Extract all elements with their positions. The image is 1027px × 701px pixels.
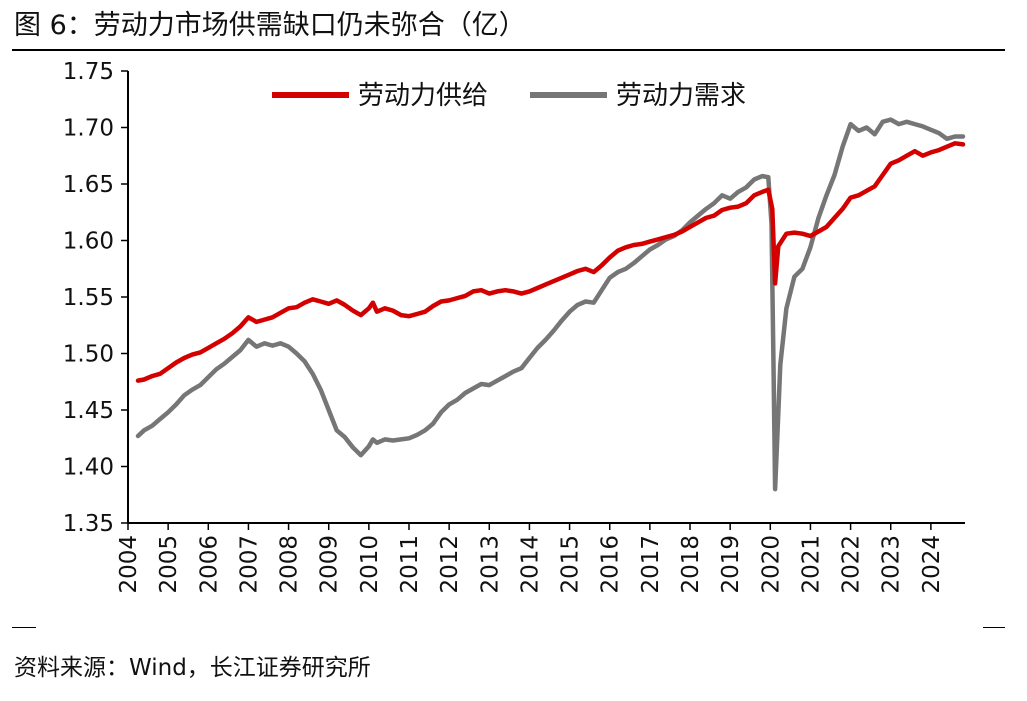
legend-label-supply: 劳动力供给 — [358, 81, 488, 111]
y-tick-label: 1.70 — [63, 116, 114, 142]
bottom-rule-right — [983, 627, 1005, 628]
x-tick-label: 2023 — [879, 535, 905, 594]
x-tick-label: 2024 — [919, 535, 945, 594]
chart-axes — [127, 71, 965, 524]
x-tick-label: 2018 — [678, 535, 704, 594]
x-tick-label: 2008 — [277, 535, 303, 594]
x-tick-label: 2012 — [437, 535, 463, 594]
x-tick-label: 2017 — [638, 535, 664, 594]
legend-label-demand: 劳动力需求 — [616, 81, 746, 111]
x-tick-label: 2020 — [758, 535, 784, 594]
y-tick-label: 1.50 — [63, 342, 114, 368]
x-tick-label: 2014 — [517, 535, 543, 594]
y-tick-label: 1.35 — [63, 511, 114, 537]
title-rule — [12, 49, 1005, 51]
x-tick-label: 2006 — [196, 535, 222, 594]
x-tick-label: 2019 — [718, 535, 744, 594]
bottom-rule-left — [12, 627, 36, 628]
chart-legend: 劳动力供给 劳动力需求 — [272, 81, 746, 111]
x-tick-label: 2013 — [477, 535, 503, 594]
y-tick-label: 1.65 — [63, 172, 114, 198]
x-tick-label: 2011 — [397, 535, 423, 594]
series-line-demand — [135, 117, 966, 492]
y-tick-label: 1.55 — [63, 285, 114, 311]
source-note: 资料来源：Wind，长江证券研究所 — [14, 655, 371, 681]
x-tick-label: 2007 — [236, 535, 262, 594]
x-tick-label: 2022 — [839, 535, 865, 594]
series-line-supply — [135, 141, 966, 383]
x-tick-label: 2021 — [798, 535, 824, 594]
y-tick-label: 1.45 — [63, 398, 114, 424]
y-tick-label: 1.75 — [63, 59, 114, 85]
chart-series — [135, 117, 966, 492]
x-tick-label: 2004 — [116, 535, 142, 594]
x-tick-label: 2015 — [558, 535, 584, 594]
x-axis-ticks: 2004 2005 2006 2007 2008 2009 2010 2011 2012 2013… — [116, 523, 945, 594]
x-tick-label: 2016 — [598, 535, 624, 594]
y-tick-label: 1.60 — [63, 229, 114, 255]
y-tick-label: 1.40 — [63, 455, 114, 481]
y-axis-ticks: 1.75 1.70 1.65 1.60 1.55 1.50 1.45 1.40 1.35 — [63, 59, 128, 537]
x-tick-label: 2005 — [156, 535, 182, 594]
x-tick-label: 2009 — [317, 535, 343, 594]
chart-title: 图 6：劳动力市场供需缺口仍未弥合（亿） — [14, 10, 526, 41]
x-tick-label: 2010 — [357, 535, 383, 594]
